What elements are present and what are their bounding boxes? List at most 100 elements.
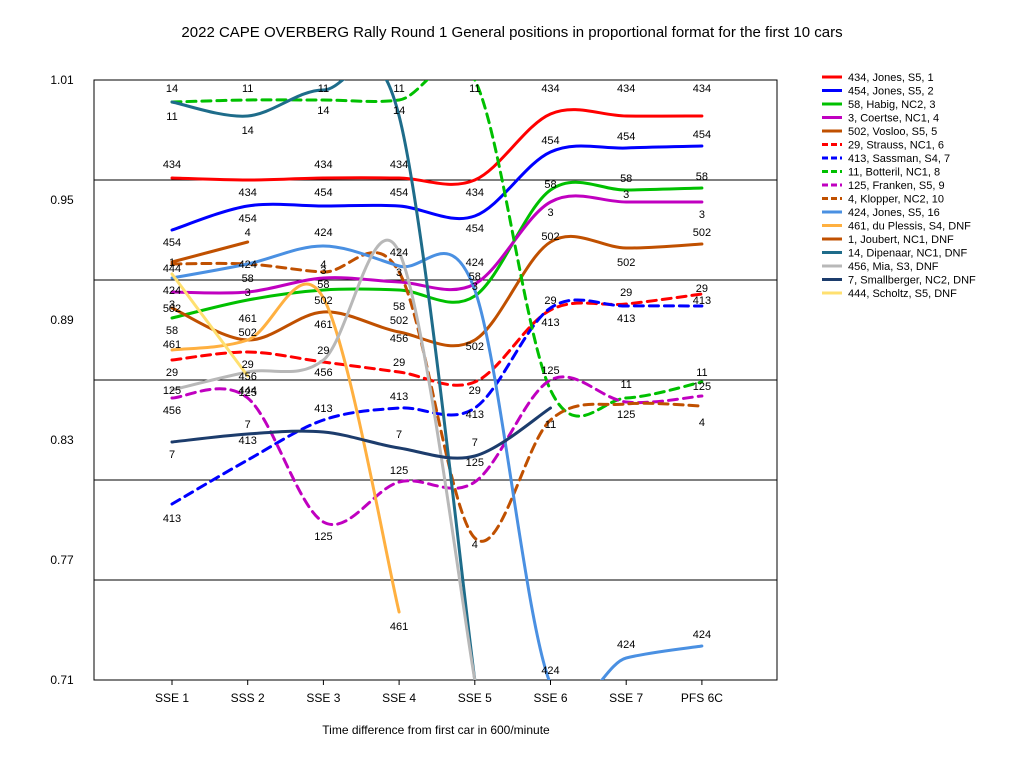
data-label: 434 (390, 159, 408, 171)
data-label: 7 (245, 419, 251, 431)
x-tick-label: SSE 6 (533, 691, 567, 705)
series-line-1 (170, 240, 250, 264)
series-line-4 (170, 251, 704, 543)
y-tick-label: 0.89 (50, 313, 74, 327)
data-label: 125 (390, 465, 408, 477)
data-label: 434 (239, 187, 257, 199)
series-line-502 (170, 234, 704, 348)
data-label: 29 (166, 367, 178, 379)
legend-entry: 3, Coertse, NC1, 4 (848, 113, 939, 125)
data-labels: 14 11 434 454 14 4 4 424 3 502 58 461 29 125 456 7 413 11… (163, 83, 711, 677)
data-label: 413 (239, 435, 257, 447)
data-label: 11 (620, 379, 631, 391)
data-label: 125 (314, 531, 332, 543)
series-line-125 (170, 375, 704, 526)
data-label: 4 (699, 417, 705, 429)
data-label: 125 (163, 385, 181, 397)
legend-entry: 434, Jones, S5, 1 (848, 72, 934, 84)
legend-entry: 444, Scholtz, S5, DNF (848, 288, 957, 300)
data-label: 461 (314, 319, 332, 331)
series-lines (170, 80, 704, 680)
data-label: 11 (696, 367, 707, 379)
legend-entry: 7, Smallberger, NC2, DNF (848, 275, 976, 287)
data-label: 502 (466, 341, 484, 353)
data-label: 14 (393, 105, 405, 117)
data-label: 502 (314, 295, 332, 307)
series-line-454 (170, 144, 704, 232)
data-label: 3 (623, 189, 629, 201)
x-tick-label: SSS 2 (231, 691, 265, 705)
data-label: 7 (169, 449, 175, 461)
data-label: 444 (163, 263, 181, 275)
legend-entry: 456, Mia, S3, DNF (848, 261, 939, 273)
x-axis-label: Time difference from first car in 600/mi… (322, 723, 550, 737)
data-label: 502 (239, 327, 257, 339)
data-label: 3 (472, 281, 478, 293)
data-label: 4 (320, 259, 326, 271)
series-line-434 (170, 108, 704, 186)
data-label: 461 (390, 621, 408, 633)
data-label: 424 (163, 285, 181, 297)
y-tick-label: 0.83 (50, 433, 74, 447)
data-label: 7 (396, 429, 402, 441)
series-line-413 (170, 298, 704, 506)
data-label: 58 (696, 171, 708, 183)
legend-entry: 11, Botteril, NC1, 8 (848, 167, 940, 179)
data-label: 434 (314, 159, 332, 171)
data-label: 11 (242, 83, 253, 95)
data-label: 58 (317, 279, 329, 291)
series-line-11 (170, 80, 704, 418)
data-label: 434 (163, 159, 181, 171)
legend-entry: 29, Strauss, NC1, 6 (848, 140, 944, 152)
legend-entry: 14, Dipenaar, NC1, DNF (848, 248, 967, 260)
series-line-58 (170, 180, 704, 320)
data-label: 424 (693, 629, 711, 641)
legend-entry: 1, Joubert, NC1, DNF (848, 234, 954, 246)
data-label: 413 (541, 317, 559, 329)
data-label: 413 (617, 313, 635, 325)
data-label: 125 (693, 381, 711, 393)
data-label: 454 (314, 187, 332, 199)
data-label: 424 (239, 259, 257, 271)
legend-entry: 125, Franken, S5, 9 (848, 180, 945, 192)
data-label: 7 (472, 437, 478, 449)
data-label: 454 (390, 187, 408, 199)
x-tick-label: SSE 4 (382, 691, 416, 705)
series-line-424 (170, 244, 704, 680)
data-label: 434 (617, 83, 635, 95)
data-label: 125 (466, 457, 484, 469)
x-axis-ticks: SSE 1 SSS 2 SSE 3 SSE 4 SSE 5 SSE 6 SSE 7 PFS 6… (155, 680, 723, 705)
data-label: 14 (242, 125, 254, 137)
data-label: 3 (245, 287, 251, 299)
data-label: 58 (166, 325, 178, 337)
legend-entry: 424, Jones, S5, 16 (848, 207, 940, 219)
data-label: 454 (239, 213, 257, 225)
series-line-461 (170, 282, 401, 614)
data-label: 413 (163, 513, 181, 525)
data-label: 424 (617, 639, 635, 651)
data-label: 125 (617, 409, 635, 421)
data-label: 434 (466, 187, 484, 199)
y-tick-label: 0.95 (50, 193, 74, 207)
data-label: 58 (393, 301, 405, 313)
data-label: 454 (466, 223, 484, 235)
data-label: 29 (620, 287, 632, 299)
data-label: 14 (317, 105, 329, 117)
series-line-7 (170, 406, 552, 460)
series-line-29 (170, 292, 704, 387)
data-label: 456 (163, 405, 181, 417)
data-label: 29 (544, 295, 556, 307)
y-tick-label: 0.71 (50, 673, 74, 687)
data-label: 29 (317, 345, 329, 357)
data-label: 502 (390, 315, 408, 327)
data-label: 58 (242, 273, 254, 285)
y-tick-label: 0.77 (50, 553, 74, 567)
data-label: 11 (318, 83, 329, 95)
data-label: 413 (314, 403, 332, 415)
chart-title: 2022 CAPE OVERBERG Rally Round 1 General… (181, 24, 843, 41)
legend-entry: 4, Klopper, NC2, 10 (848, 194, 944, 206)
x-tick-label: SSE 1 (155, 691, 189, 705)
data-label: 444 (239, 385, 257, 397)
data-label: 14 (166, 83, 178, 95)
